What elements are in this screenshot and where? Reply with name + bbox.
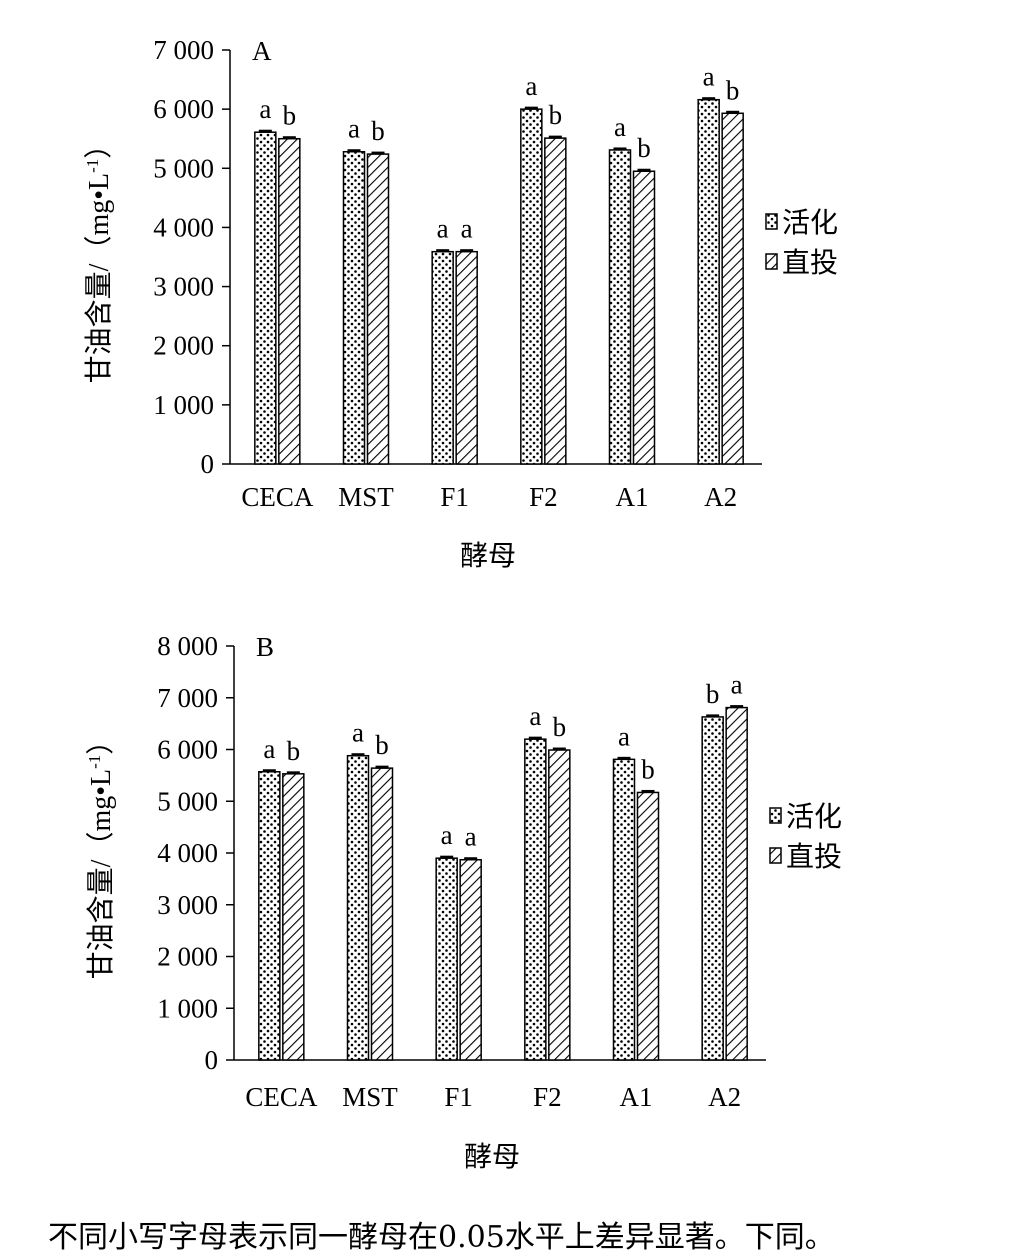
chart-a-significance-letter: b [726, 75, 740, 105]
chart-b-legend-swatch-2 [769, 847, 782, 864]
chart-b-category-label: A2 [708, 1082, 741, 1112]
chart-a-y-tick-label: 6 000 [153, 94, 214, 124]
chart-a-significance-letter: a [348, 114, 360, 144]
chart-b-category-label: A1 [620, 1082, 653, 1112]
chart-a-bar-a2-series2 [721, 112, 744, 465]
chart-b-category-label: F1 [444, 1082, 473, 1112]
chart-b-bar-a1-series2 [636, 791, 660, 1061]
chart-b-bar-f2-series1 [524, 738, 547, 1061]
chart-b-significance-letter: b [641, 754, 655, 784]
chart-b-panel-label: B [256, 632, 274, 662]
chart-b-bar-f2-series2 [548, 749, 571, 1061]
chart-a-significance-letter: a [461, 214, 473, 244]
chart-a-significance-letter: a [525, 71, 537, 101]
chart-a-category-label: F1 [440, 482, 469, 512]
chart-a-bar-mst-series1 [342, 150, 366, 465]
chart-a-bar-f2-series2 [544, 137, 567, 465]
chart-b-bar-ceca-series2 [282, 773, 305, 1061]
figure-caption: 不同小写字母表示同一酵母在0.05水平上差异显著。下同。 [48, 1220, 835, 1255]
chart-b-category-label: MST [342, 1082, 398, 1112]
chart-a-legend-swatch-1 [765, 213, 778, 230]
chart-b-significance-letter: b [553, 712, 567, 742]
chart-b-legend-label-1: 活化 [786, 801, 842, 833]
chart-b-significance-letter: a [731, 670, 743, 700]
chart-a-y-tick-label: 4 000 [153, 212, 214, 242]
chart-a-category-label: A2 [704, 482, 737, 512]
chart-a-legend-label-1: 活化 [782, 207, 838, 239]
chart-a-y-tick-label: 2 000 [153, 331, 214, 361]
chart-a-bar-a1-series1 [608, 149, 632, 465]
chart-a-y-tick-label: 5 000 [153, 153, 214, 183]
chart-a-category-label: A1 [616, 482, 649, 512]
chart-b-bar-mst-series1 [346, 754, 370, 1061]
chart-a-significance-letter: b [549, 100, 563, 130]
chart-b-y-tick-label: 1 000 [157, 993, 218, 1023]
chart-a-significance-letter: a [614, 112, 626, 142]
chart-b-y-tick-label: 8 000 [157, 631, 218, 661]
chart-a-significance-letter: a [437, 214, 449, 244]
chart-b-significance-letter: b [706, 679, 720, 709]
chart-b-y-tick-label: 0 [205, 1045, 219, 1075]
chart-a-y-tick-label: 3 000 [153, 272, 214, 302]
chart-b-significance-letter: a [465, 822, 477, 852]
chart-a-y-tick-label: 7 000 [153, 35, 214, 65]
chart-a-category-label: CECA [241, 482, 314, 512]
chart-b-significance-letter: b [375, 730, 389, 760]
chart-b-bar-a2-series1 [701, 716, 724, 1061]
chart-b-x-axis-label: 酵母 [464, 1142, 520, 1173]
chart-a-bar-ceca-series2 [278, 137, 301, 465]
chart-b-significance-letter: a [441, 820, 453, 850]
chart-b-legend-label-2: 直投 [786, 841, 842, 873]
chart-b-significance-letter: a [529, 701, 541, 731]
chart-b-y-axis-label: 甘油含量/（mg•L-1） [85, 727, 117, 980]
chart-a-significance-letter: b [637, 133, 651, 163]
chart-a-bar-f1-series1 [431, 250, 454, 465]
chart-b-bar-a1-series1 [612, 758, 636, 1061]
chart-b-bar-mst-series2 [370, 767, 394, 1061]
chart-a-significance-letter: a [703, 62, 715, 92]
chart-b-significance-letter: a [263, 734, 275, 764]
chart-a-category-label: F2 [529, 482, 558, 512]
chart-b-category-label: CECA [245, 1082, 318, 1112]
chart-b-y-tick-label: 5 000 [157, 786, 218, 816]
chart-b-y-tick-label: 4 000 [157, 838, 218, 868]
chart-b-category-label: F2 [533, 1082, 562, 1112]
chart-a-significance-letter: b [283, 101, 297, 131]
chart-b-legend-swatch-1 [769, 807, 782, 824]
chart-b: 0 1 000 2 000 3 000 4 000 5 000 6 000 7 000 8 00… [85, 631, 842, 1173]
chart-a-significance-letter: a [259, 94, 271, 124]
chart-a-category-label: MST [338, 482, 394, 512]
chart-b-significance-letter: a [352, 718, 364, 748]
chart-a-y-axis-label: 甘油含量/（mg•L-1） [83, 131, 115, 384]
chart-a-panel-label: A [252, 36, 272, 66]
chart-a-y-tick-label: 0 [201, 449, 215, 479]
chart-b-bar-f1-series2 [459, 858, 482, 1061]
chart-a-bar-f2-series1 [520, 108, 543, 465]
chart-b-significance-letter: a [618, 721, 630, 751]
chart-b-y-tick-label: 6 000 [157, 735, 218, 765]
chart-b-y-tick-label: 3 000 [157, 890, 218, 920]
chart-a-legend-label-2: 直投 [782, 247, 838, 279]
chart-b-bar-f1-series1 [435, 857, 458, 1061]
chart-b-y-tick-label: 2 000 [157, 942, 218, 972]
chart-a-y-tick-label: 1 000 [153, 390, 214, 420]
chart-b-bar-ceca-series1 [258, 771, 281, 1061]
chart-a-bar-mst-series2 [366, 153, 390, 465]
chart-a-legend-swatch-2 [765, 253, 778, 270]
chart-a-x-axis-label: 酵母 [460, 541, 516, 572]
chart-a-bar-a2-series1 [697, 98, 720, 465]
chart-a-bar-a1-series2 [632, 170, 656, 465]
chart-b-bar-a2-series2 [725, 706, 748, 1061]
chart-b-significance-letter: b [287, 736, 301, 766]
chart-a-bar-ceca-series1 [254, 131, 277, 465]
chart-b-y-tick-label: 7 000 [157, 683, 218, 713]
chart-a-bar-f1-series2 [455, 250, 478, 465]
chart-a-significance-letter: b [371, 116, 385, 146]
